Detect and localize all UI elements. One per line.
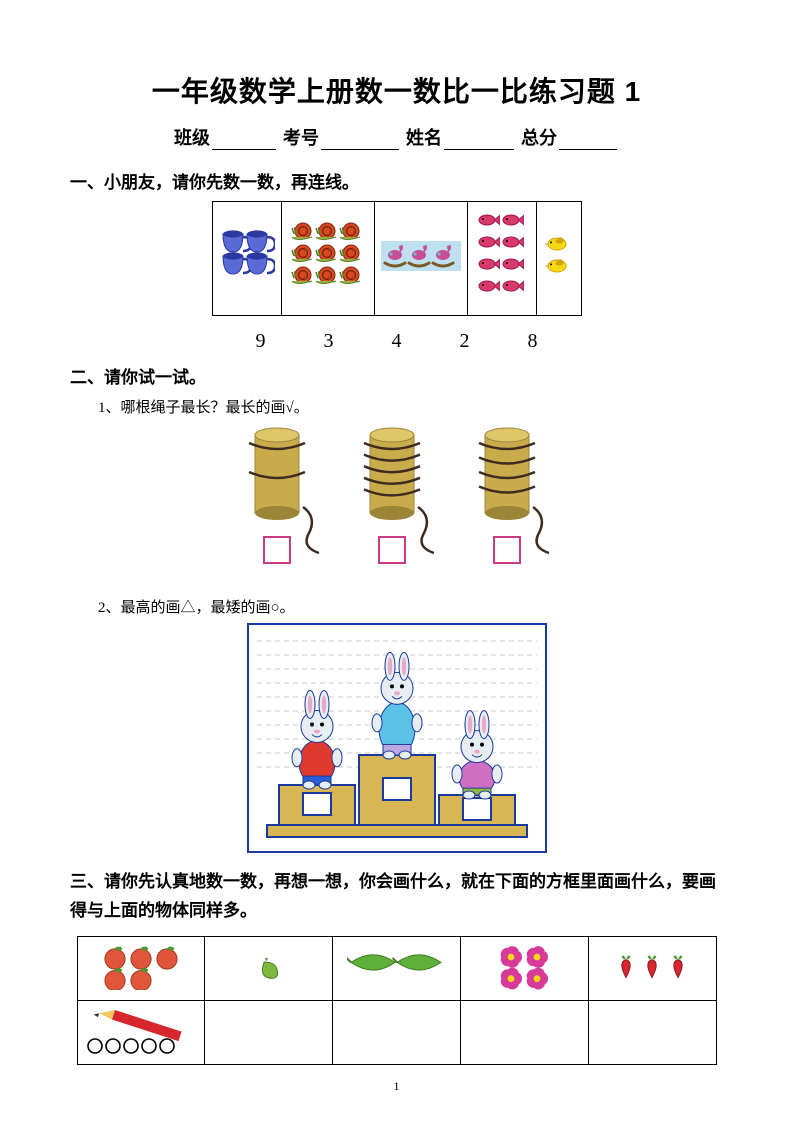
q1-numbers: 9 3 4 2 8 [70,330,723,353]
rope-figure [70,423,723,588]
q3-cell [333,936,461,1000]
q1-heading: 一、小朋友，请你先数一数，再连线。 [70,168,723,193]
name-label: 姓名 [406,128,442,148]
q1-number: 4 [392,330,402,353]
q3-cell [77,936,205,1000]
q3-cell [205,936,333,1000]
total-label: 总分 [521,128,557,148]
q1-number: 3 [324,330,334,353]
q3-answer-cell[interactable] [205,1000,333,1064]
q3-answer-cell[interactable] [77,1000,205,1064]
q3-answer-cell[interactable] [460,1000,588,1064]
class-label: 班级 [174,128,210,148]
q1-cell [536,202,581,316]
q3-cell [460,936,588,1000]
q1-cell [212,202,281,316]
q3-heading: 三、请你先认真地数一数，再想一想，你会画什么，就在下面的方框里面画什么，要画得与… [70,868,723,926]
name-blank[interactable] [444,132,514,150]
q1-cell [374,202,467,316]
rabbit-figure [70,623,723,858]
q2-heading: 二、请你试一试。 [70,363,723,388]
q3-cell [588,936,716,1000]
q3-answer-cell[interactable] [333,1000,461,1064]
q2-sub1: 1、哪根绳子最长？最长的画√。 [98,396,723,417]
q1-cell [467,202,536,316]
q3-table [77,936,717,1065]
q1-table [212,201,582,316]
q2-sub2: 2、最高的画△，最矮的画○。 [98,596,723,617]
page-title: 一年级数学上册数一数比一比练习题 1 [70,70,723,110]
q1-number: 2 [460,330,470,353]
q1-number: 8 [528,330,538,353]
info-line: 班级 考号 姓名 总分 [70,124,723,150]
q1-cell [281,202,374,316]
total-blank[interactable] [559,132,617,150]
q1-number: 9 [256,330,266,353]
examno-label: 考号 [283,128,319,148]
q3-answer-cell[interactable] [588,1000,716,1064]
examno-blank[interactable] [321,132,399,150]
class-blank[interactable] [212,132,276,150]
page-number: 1 [0,1079,793,1094]
